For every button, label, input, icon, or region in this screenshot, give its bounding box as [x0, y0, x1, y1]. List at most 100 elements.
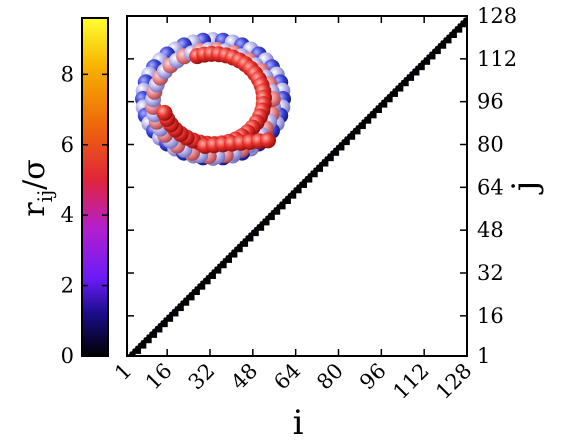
heatmap-cell [322, 160, 329, 167]
y-tick-label: 96 [477, 90, 504, 114]
heatmap-cell [381, 101, 388, 108]
colorbar-label-tail: /σ [17, 159, 52, 190]
heatmap-cell [156, 326, 163, 333]
colorbar-tick-label: 2 [61, 274, 74, 298]
colorbar-tick-label: 0 [61, 344, 74, 368]
heatmap-cell [290, 192, 297, 199]
heatmap-cell [215, 267, 222, 274]
colorbar-label-sub: ij [33, 190, 57, 203]
x-tick-label: 128 [431, 359, 476, 404]
heatmap-cell [338, 144, 345, 151]
heatmap-cell [193, 289, 200, 296]
diagonal-edge [126, 15, 468, 357]
heatmap-cell [295, 181, 302, 188]
heatmap-cell [129, 353, 136, 356]
heatmap-cell [231, 246, 238, 253]
heatmap-cell [135, 347, 141, 354]
heatmap-cell [434, 42, 441, 49]
heatmap-cell [392, 85, 398, 92]
heatmap-cell [386, 96, 393, 103]
x-tick-label: 1 [110, 359, 136, 385]
heatmap-cell [311, 171, 318, 178]
heatmap-cell [199, 278, 206, 285]
x-tick-label: 96 [355, 359, 391, 395]
heatmap-cell [392, 90, 398, 97]
y-tick-label: 128 [477, 4, 517, 28]
heatmap-cell [177, 299, 184, 306]
heatmap-cell [252, 230, 259, 237]
heatmap-cell [290, 187, 297, 194]
x-tick-label: 48 [226, 359, 262, 395]
heatmap-cell [343, 139, 350, 146]
heatmap-cell [284, 192, 291, 199]
heatmap-cell [242, 240, 249, 247]
colorbar-ticks: 0 2 4 6 8 [61, 62, 108, 368]
heatmap-cell [209, 273, 216, 279]
heatmap-cell [183, 294, 190, 301]
heatmap-cell [386, 90, 393, 97]
heatmap-cell [140, 342, 147, 349]
colorbar-tick-label: 8 [61, 62, 74, 86]
y-axis-title: j [505, 181, 545, 196]
x-tick-label: 64 [269, 359, 305, 395]
heatmap-cell [456, 26, 463, 33]
heatmap-cell [183, 299, 190, 306]
heatmap-cell [295, 187, 302, 194]
heatmap-cell [236, 246, 243, 253]
heatmap-cell [397, 80, 404, 87]
heatmap-cell [408, 74, 415, 81]
heatmap-cell [413, 69, 420, 76]
heatmap-cell [333, 149, 340, 156]
heatmap-cell [268, 214, 275, 221]
x-tick-label: 16 [141, 359, 177, 395]
heatmap-cell [135, 342, 141, 349]
heatmap-cell [145, 331, 152, 338]
heatmap-cell [236, 240, 243, 247]
heatmap-cell [279, 198, 286, 204]
y-tick-label: 48 [477, 218, 504, 242]
heatmap-cell [161, 321, 168, 328]
y-tick-label: 80 [477, 133, 504, 157]
heatmap-cell [440, 42, 447, 49]
heatmap-cell [258, 224, 265, 231]
x-tick-label: 80 [312, 359, 348, 395]
heatmap-cell [306, 176, 313, 183]
y-tick-label: 1 [477, 344, 490, 368]
heatmap-cell [188, 294, 195, 301]
colorbar-label-main: r [17, 202, 52, 217]
y-axis-ticks: 1 16 32 48 64 80 96 112 128 [127, 4, 517, 368]
heatmap-cell [151, 331, 158, 338]
colorbar-tick-label: 6 [61, 133, 74, 157]
heatmap-cell [440, 37, 447, 44]
heatmap-cell [450, 32, 457, 39]
y-tick-label: 32 [477, 261, 504, 285]
heatmap-cell [226, 256, 233, 263]
heatmap-cell [284, 198, 291, 204]
heatmap-cell [220, 262, 227, 269]
heatmap-cell [338, 139, 345, 146]
heatmap-cell [327, 155, 334, 162]
heatmap-cell [242, 235, 249, 242]
heatmap-cell [279, 203, 286, 210]
polymer-bead [260, 132, 276, 149]
heatmap-cell [204, 278, 211, 285]
heatmap-cell [226, 251, 233, 258]
heatmap-cell [172, 310, 179, 317]
y-tick-label: 64 [477, 175, 504, 199]
heatmap-cell [365, 117, 372, 124]
heatmap-cell [375, 107, 382, 113]
heatmap-cell [349, 128, 356, 135]
heatmap-cell [461, 21, 467, 28]
y-tick-label: 112 [477, 47, 517, 71]
heatmap-cell [375, 101, 382, 108]
heatmap-cell [445, 32, 452, 39]
heatmap-cell [247, 230, 254, 237]
heatmap-cell [145, 337, 152, 344]
y-tick-label: 16 [477, 304, 504, 328]
heatmap-cell [327, 149, 334, 156]
colorbar-label: rij/σ [17, 159, 57, 217]
polymer-bead [156, 104, 173, 121]
heatmap-cell [247, 235, 254, 242]
heatmap-cell [343, 133, 350, 140]
